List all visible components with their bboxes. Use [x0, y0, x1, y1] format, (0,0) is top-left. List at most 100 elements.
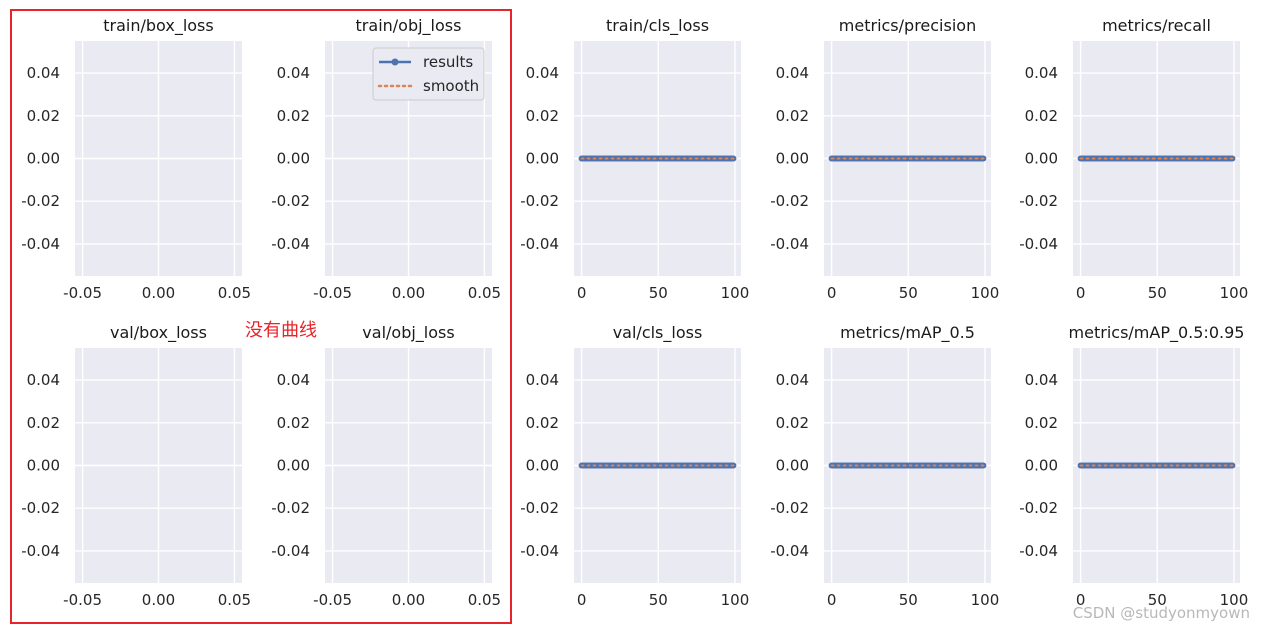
subplot-metrics-precision: 0.04 0.02 0.00 -0.02 -0.04 0 50 100 metrics/prec… — [770, 16, 999, 302]
y-tick-label: 0.02 — [277, 414, 310, 432]
subplot-metrics-recall: 0.04 0.02 0.00 -0.02 -0.04 0 50 100 metrics/reca… — [1019, 16, 1248, 302]
y-tick-label: -0.02 — [271, 192, 310, 210]
y-tick-label: 0.02 — [277, 107, 310, 125]
y-tick-label: 0.00 — [27, 150, 60, 168]
x-tick-label: 0.05 — [468, 284, 501, 302]
y-tick-label: 0.00 — [526, 457, 559, 475]
subplot-train-box-loss: 0.04 0.02 0.00 -0.02 -0.04 -0.05 0.00 0.05 train… — [21, 16, 251, 302]
x-tick-label: 0.05 — [218, 284, 251, 302]
y-tick-label: 0.02 — [526, 414, 559, 432]
y-tick-label: -0.04 — [1019, 235, 1058, 253]
y-tick-label: 0.00 — [776, 457, 809, 475]
y-tick-label: 0.04 — [776, 64, 809, 82]
y-tick-label: -0.04 — [21, 235, 60, 253]
y-tick-label: -0.04 — [1019, 542, 1058, 560]
subplot-title: val/box_loss — [110, 323, 207, 343]
y-tick-label: -0.02 — [520, 192, 559, 210]
x-tick-label: 100 — [971, 591, 1000, 609]
y-tick-label: -0.04 — [21, 542, 60, 560]
x-tick-label: 50 — [1148, 284, 1167, 302]
x-tick-label: 50 — [649, 284, 668, 302]
x-tick-label: 100 — [1220, 591, 1249, 609]
y-tick-label: 0.04 — [526, 371, 559, 389]
x-tick-label: 0 — [827, 591, 837, 609]
y-tick-label: -0.02 — [770, 499, 809, 517]
y-tick-label: 0.02 — [776, 107, 809, 125]
x-tick-label: 0.00 — [142, 284, 175, 302]
x-tick-label: 0.05 — [218, 591, 251, 609]
subplot-title: metrics/recall — [1102, 16, 1211, 35]
subplot-title: val/obj_loss — [362, 323, 454, 343]
y-tick-label: 0.00 — [277, 457, 310, 475]
y-tick-label: 0.04 — [526, 64, 559, 82]
y-tick-label: -0.02 — [21, 192, 60, 210]
y-tick-label: -0.04 — [520, 235, 559, 253]
y-tick-label: -0.04 — [770, 542, 809, 560]
x-tick-label: 0.05 — [468, 591, 501, 609]
subplot-title: train/box_loss — [103, 16, 213, 36]
subplot-train-obj-loss: 0.04 0.02 0.00 -0.02 -0.04 -0.05 0.00 0.05 train… — [271, 16, 501, 302]
y-tick-label: -0.04 — [770, 235, 809, 253]
legend-results-marker — [391, 58, 399, 66]
x-tick-label: 50 — [1148, 591, 1167, 609]
y-tick-label: -0.04 — [520, 542, 559, 560]
y-tick-label: 0.04 — [27, 64, 60, 82]
x-tick-label: 0 — [1076, 284, 1086, 302]
x-tick-label: 0 — [577, 284, 587, 302]
x-tick-label: -0.05 — [63, 591, 102, 609]
x-tick-label: -0.05 — [63, 284, 102, 302]
y-tick-label: 0.02 — [27, 414, 60, 432]
y-tick-label: 0.04 — [1025, 64, 1058, 82]
subplot-val-box-loss: 0.04 0.02 0.00 -0.02 -0.04 -0.05 0.00 0.05 val/b… — [21, 323, 251, 609]
subplot-title: metrics/precision — [839, 16, 976, 35]
subplot-title: train/cls_loss — [606, 16, 709, 36]
y-tick-label: 0.04 — [277, 371, 310, 389]
x-tick-label: 0 — [577, 591, 587, 609]
x-tick-label: 0.00 — [392, 591, 425, 609]
y-tick-label: 0.00 — [1025, 457, 1058, 475]
x-tick-label: -0.05 — [313, 591, 352, 609]
subplot-title: val/cls_loss — [613, 323, 703, 343]
y-tick-label: -0.02 — [520, 499, 559, 517]
y-tick-label: 0.00 — [776, 150, 809, 168]
subplot-metrics-map-0-5: 0.04 0.02 0.00 -0.02 -0.04 0 50 100 metrics/mAP_… — [770, 323, 999, 609]
x-tick-label: 50 — [899, 591, 918, 609]
x-tick-label: 100 — [721, 284, 750, 302]
highlight-box — [10, 9, 512, 624]
y-tick-label: 0.04 — [277, 64, 310, 82]
x-tick-label: 50 — [899, 284, 918, 302]
y-tick-label: 0.04 — [776, 371, 809, 389]
y-tick-label: -0.02 — [1019, 499, 1058, 517]
subplot-title: metrics/mAP_0.5 — [840, 323, 975, 343]
x-tick-label: -0.05 — [313, 284, 352, 302]
subplot-metrics-map-0-5-0-95: 0.04 0.02 0.00 -0.02 -0.04 0 50 100 metrics/mAP_… — [1019, 323, 1248, 609]
subplot-val-obj-loss: 0.04 0.02 0.00 -0.02 -0.04 -0.05 0.00 0.05 val/o… — [271, 323, 501, 609]
subplot-grid: 0.04 0.02 0.00 -0.02 -0.04 -0.05 0.00 0.05 train… — [21, 16, 1248, 609]
subplot-train-cls-loss: 0.04 0.02 0.00 -0.02 -0.04 0 50 100 train/cls_lo… — [520, 16, 749, 302]
y-tick-label: 0.04 — [27, 371, 60, 389]
legend-smooth-label: smooth — [423, 77, 479, 95]
x-tick-label: 100 — [721, 591, 750, 609]
y-tick-label: -0.02 — [1019, 192, 1058, 210]
subplot-val-cls-loss: 0.04 0.02 0.00 -0.02 -0.04 0 50 100 val/cls_loss — [520, 323, 749, 609]
y-tick-label: -0.02 — [21, 499, 60, 517]
y-tick-label: -0.04 — [271, 235, 310, 253]
y-tick-label: 0.02 — [27, 107, 60, 125]
x-tick-label: 100 — [1220, 284, 1249, 302]
x-tick-label: 0.00 — [142, 591, 175, 609]
y-tick-label: -0.02 — [770, 192, 809, 210]
y-tick-label: -0.04 — [271, 542, 310, 560]
legend: results smooth — [372, 47, 485, 101]
x-tick-label: 0 — [1076, 591, 1086, 609]
y-tick-label: 0.00 — [277, 150, 310, 168]
y-tick-label: 0.02 — [776, 414, 809, 432]
y-tick-label: 0.02 — [1025, 414, 1058, 432]
y-tick-label: 0.02 — [526, 107, 559, 125]
y-tick-label: 0.04 — [1025, 371, 1058, 389]
x-tick-label: 0.00 — [392, 284, 425, 302]
results-markers — [578, 155, 737, 162]
y-tick-label: 0.00 — [27, 457, 60, 475]
y-tick-label: 0.00 — [1025, 150, 1058, 168]
y-tick-label: 0.02 — [1025, 107, 1058, 125]
